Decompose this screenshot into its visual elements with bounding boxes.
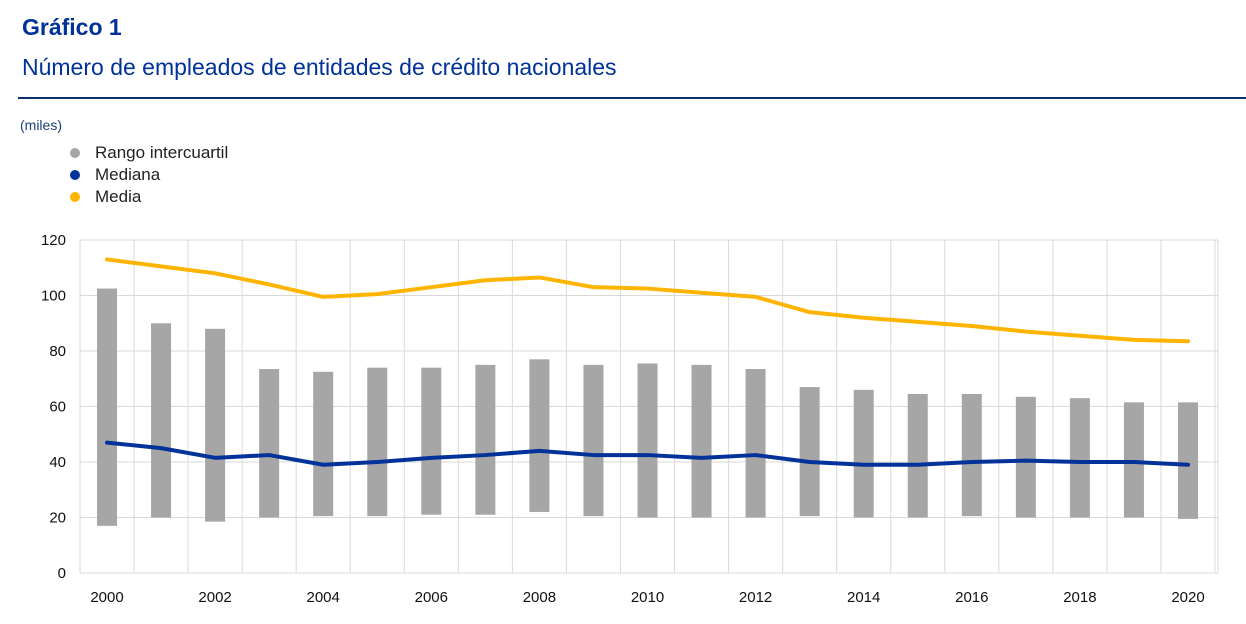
iqr-bar	[259, 369, 280, 518]
y-tick-label: 60	[49, 399, 66, 416]
y-tick-label: 0	[58, 565, 66, 582]
iqr-bar	[799, 387, 820, 517]
legend: Rango intercuartil Mediana Media	[70, 142, 228, 208]
iqr-bar	[961, 394, 982, 517]
x-tick-label: 2000	[90, 589, 123, 606]
median-line	[105, 440, 1190, 467]
x-tick-label: 2014	[847, 589, 880, 606]
iqr-bar	[1015, 396, 1036, 518]
iqr-bar	[151, 323, 172, 518]
y-tick-label: 100	[41, 288, 66, 305]
iqr-bar	[1069, 398, 1090, 518]
iqr-bar	[421, 367, 442, 515]
iqr-bar	[637, 363, 658, 518]
iqr-bar	[583, 364, 604, 517]
iqr-bar	[1178, 402, 1198, 519]
iqr-bar	[367, 367, 388, 517]
legend-item-iqr: Rango intercuartil	[70, 142, 228, 164]
chart-title: Número de empleados de entidades de créd…	[22, 54, 617, 80]
x-tick-label: 2016	[955, 589, 988, 606]
x-tick-label: 2002	[198, 589, 231, 606]
legend-swatch-iqr	[70, 148, 80, 158]
iqr-bar	[529, 359, 550, 512]
unit-label: (miles)	[20, 117, 62, 133]
iqr-bar	[907, 394, 928, 518]
x-tick-label: 2004	[307, 589, 340, 606]
y-tick-label: 40	[49, 454, 66, 471]
iqr-bar	[853, 389, 874, 518]
legend-item-mean: Media	[70, 186, 228, 208]
x-tick-label: 2020	[1171, 589, 1204, 606]
legend-label-iqr: Rango intercuartil	[95, 143, 229, 162]
iqr-bar	[1123, 402, 1144, 518]
legend-item-median: Mediana	[70, 164, 228, 186]
iqr-bar	[97, 288, 117, 526]
chart-heading: Gráfico 1 Número de empleados de entidad…	[22, 14, 617, 81]
y-tick-label: 20	[49, 510, 66, 527]
iqr-bar	[313, 371, 334, 517]
iqr-bar	[691, 364, 712, 518]
y-tick-label: 120	[41, 232, 66, 249]
iqr-bar	[205, 328, 226, 522]
legend-label-mean: Media	[95, 187, 142, 206]
x-tick-label: 2010	[631, 589, 664, 606]
chart-number: Gráfico 1	[22, 14, 122, 40]
x-tick-label: 2018	[1063, 589, 1096, 606]
mean-line	[105, 257, 1190, 344]
x-tick-label: 2012	[739, 589, 772, 606]
x-tick-label: 2008	[523, 589, 556, 606]
legend-label-median: Mediana	[95, 165, 161, 184]
title-divider	[18, 97, 1246, 99]
x-tick-label: 2006	[415, 589, 448, 606]
legend-swatch-median	[70, 170, 80, 180]
legend-swatch-mean	[70, 192, 80, 202]
iqr-bar	[745, 369, 766, 518]
y-tick-label: 80	[49, 343, 66, 360]
iqr-bar	[475, 364, 496, 515]
